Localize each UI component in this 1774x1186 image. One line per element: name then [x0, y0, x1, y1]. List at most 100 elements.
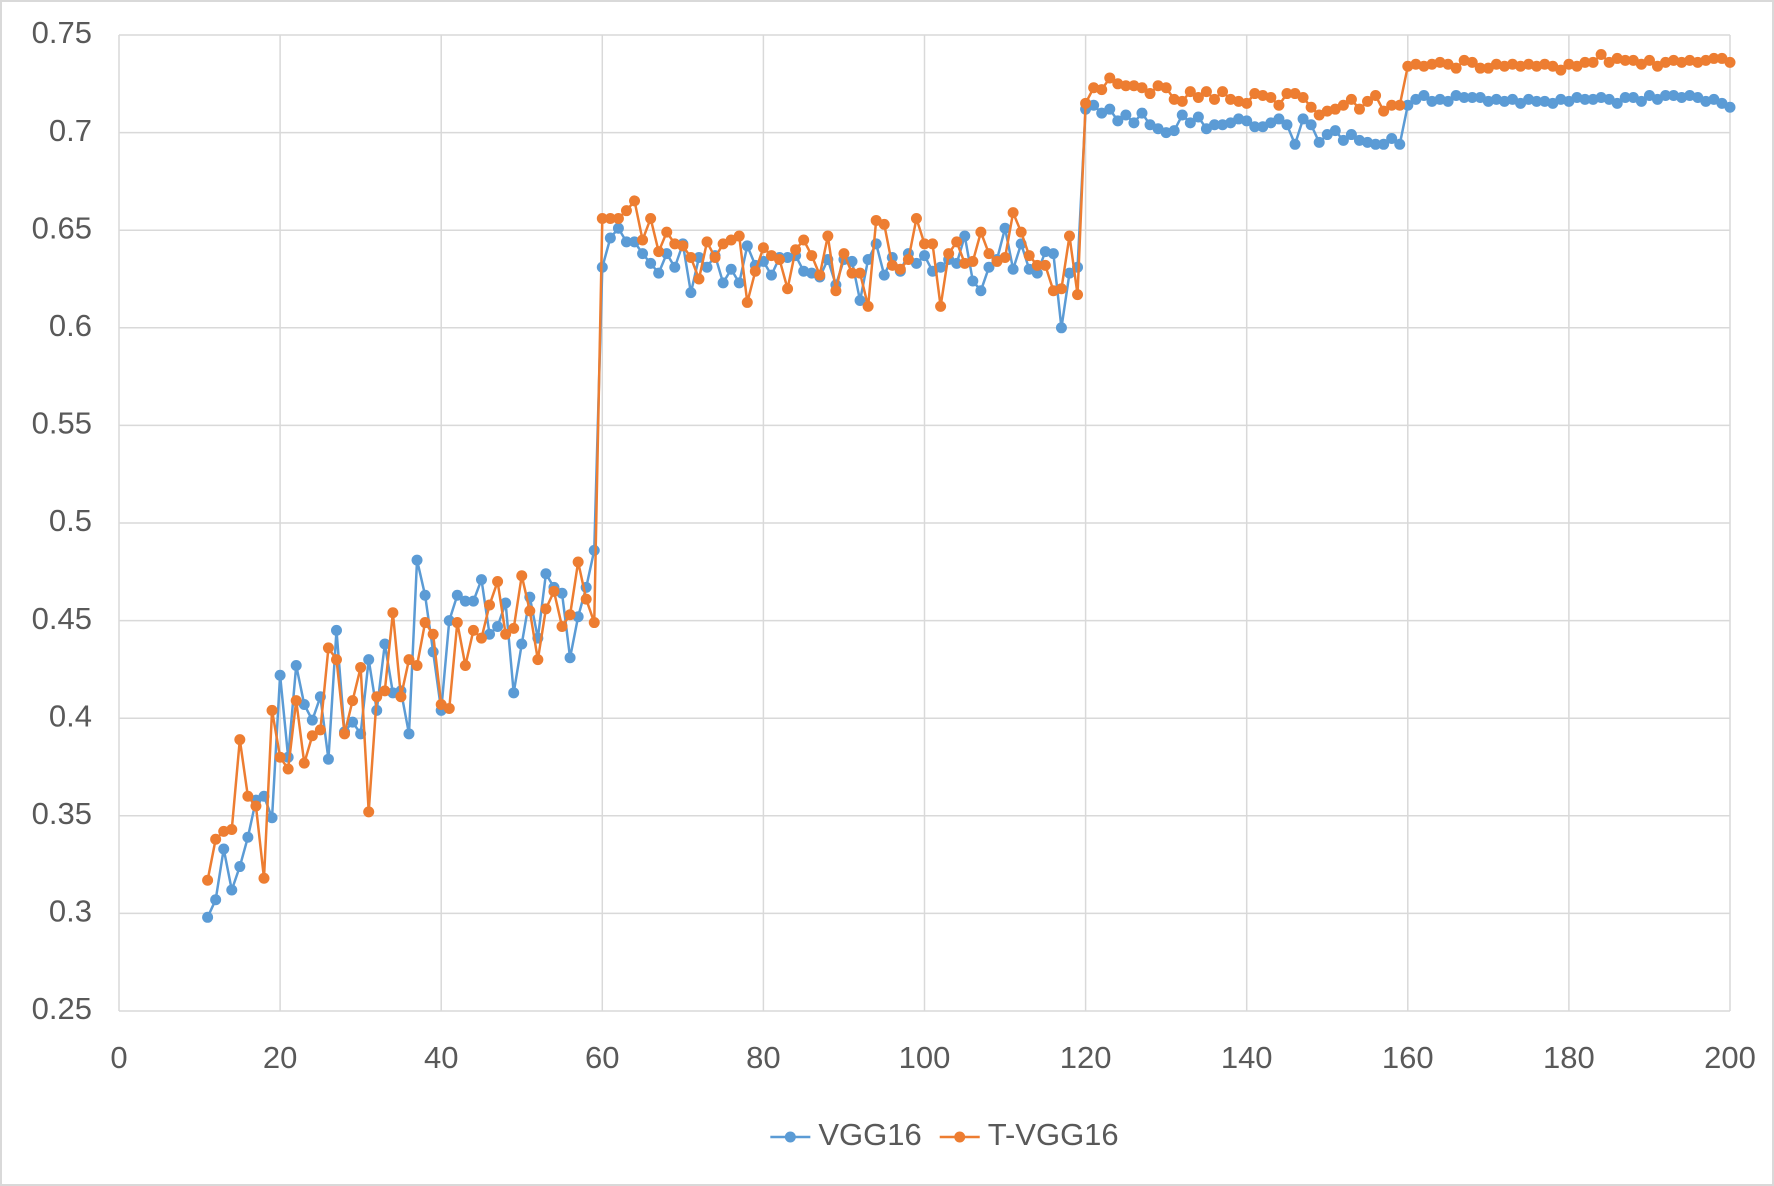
data-point	[596, 212, 608, 224]
data-point	[1281, 88, 1293, 100]
data-point	[419, 589, 431, 601]
data-point	[572, 556, 584, 568]
x-tick-label: 60	[585, 1040, 619, 1075]
data-point	[1023, 250, 1035, 262]
data-point	[967, 255, 979, 267]
data-point	[782, 283, 794, 295]
data-point	[322, 642, 334, 654]
data-point	[202, 874, 214, 886]
x-tick-label: 140	[1221, 1040, 1273, 1075]
data-point	[1466, 91, 1478, 103]
data-point	[862, 300, 874, 312]
data-point	[403, 654, 415, 666]
x-tick-label: 180	[1543, 1040, 1595, 1075]
data-point	[645, 257, 657, 269]
data-point	[1080, 97, 1092, 109]
x-tick-label: 100	[899, 1040, 951, 1075]
data-point	[1184, 117, 1196, 129]
data-point	[1337, 134, 1349, 146]
data-point	[1055, 283, 1067, 295]
data-point	[1104, 72, 1116, 84]
data-point	[999, 252, 1011, 264]
legend-item: T-VGG16	[939, 1117, 1119, 1152]
data-point	[983, 261, 995, 273]
data-point	[443, 702, 455, 714]
legend: VGG16 T-VGG16	[770, 1117, 1119, 1152]
data-point	[508, 622, 520, 634]
data-point	[1386, 132, 1398, 144]
data-point	[1007, 263, 1019, 275]
data-point	[1031, 259, 1043, 271]
y-tick-label: 0.4	[49, 698, 92, 733]
data-point	[492, 620, 504, 632]
x-tick-label: 160	[1382, 1040, 1434, 1075]
y-tick-label: 0.5	[49, 503, 92, 538]
data-point	[355, 661, 367, 673]
data-point	[1289, 138, 1301, 150]
data-point	[910, 212, 922, 224]
data-point	[1297, 113, 1309, 125]
data-point	[556, 620, 568, 632]
data-point	[202, 911, 214, 923]
data-point	[484, 599, 496, 611]
data-point	[500, 628, 512, 640]
data-point	[1241, 97, 1253, 109]
data-point	[290, 659, 302, 671]
data-point	[975, 285, 987, 297]
data-point	[1474, 62, 1486, 74]
data-point	[266, 812, 278, 824]
data-point	[330, 654, 342, 666]
data-point	[1386, 99, 1398, 111]
data-point	[862, 253, 874, 265]
data-point	[701, 261, 713, 273]
data-point	[951, 257, 963, 269]
data-point	[1208, 93, 1220, 105]
data-point	[765, 269, 777, 281]
data-point	[806, 250, 818, 262]
data-point	[1128, 117, 1140, 129]
data-point	[492, 576, 504, 588]
data-point	[1305, 119, 1317, 131]
data-point	[878, 269, 890, 281]
x-tick-label: 120	[1060, 1040, 1112, 1075]
data-point	[1184, 86, 1196, 98]
data-point	[210, 894, 222, 906]
data-point	[701, 236, 713, 248]
data-point	[975, 226, 987, 238]
data-point	[347, 716, 359, 728]
data-point	[274, 751, 286, 763]
data-point	[661, 226, 673, 238]
data-point	[790, 244, 802, 256]
data-point	[838, 248, 850, 260]
data-point	[532, 654, 544, 666]
data-point	[1579, 56, 1591, 68]
data-point	[1136, 82, 1148, 94]
data-point	[878, 218, 890, 230]
data-point	[902, 253, 914, 265]
data-point	[1442, 95, 1454, 107]
data-point	[1418, 90, 1430, 102]
data-point	[1595, 49, 1607, 61]
data-point	[846, 267, 858, 279]
data-point	[1611, 97, 1623, 109]
data-point	[1176, 109, 1188, 121]
y-tick-label: 0.6	[49, 308, 92, 343]
data-point	[693, 273, 705, 285]
data-point	[274, 669, 286, 681]
data-point	[540, 568, 552, 580]
y-tick-label: 0.65	[32, 210, 92, 245]
y-tick-label: 0.45	[32, 601, 92, 636]
data-point	[774, 253, 786, 265]
data-point	[427, 628, 439, 640]
data-point	[1039, 259, 1051, 271]
data-point	[1249, 121, 1261, 133]
data-point	[395, 691, 407, 703]
data-point	[218, 843, 230, 855]
data-point	[620, 236, 632, 248]
data-point	[999, 222, 1011, 234]
data-point	[1192, 91, 1204, 103]
data-point	[653, 246, 665, 258]
data-point	[1007, 207, 1019, 219]
data-point	[1370, 138, 1382, 150]
